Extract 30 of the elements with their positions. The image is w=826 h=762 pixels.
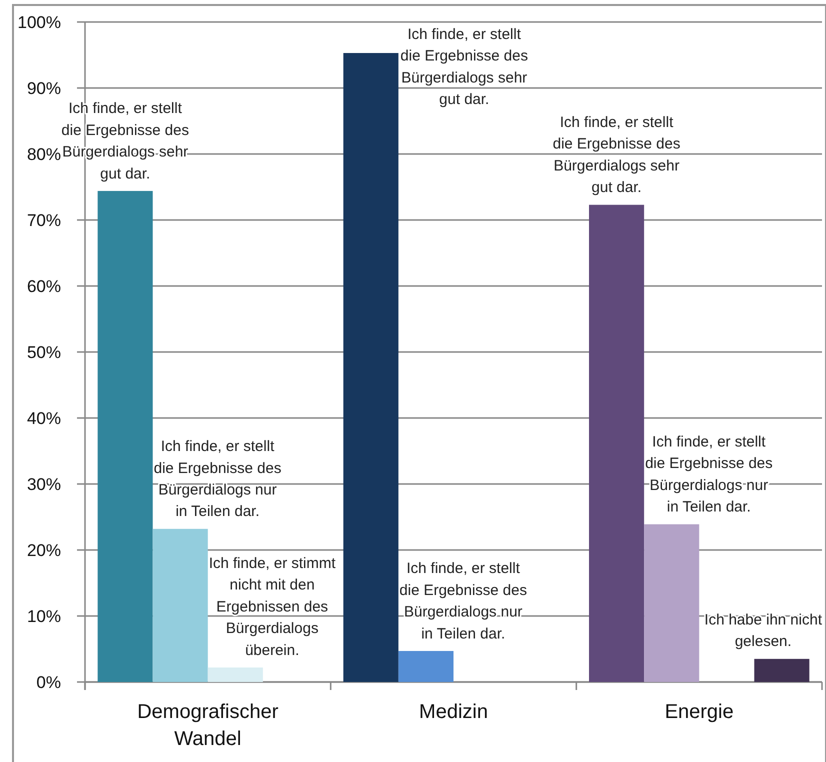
series-label: Ich habe ihn nicht gelesen. <box>704 612 823 650</box>
bar <box>754 658 810 682</box>
series-label: Ich finde, er stimmt nicht mit den Ergebnissen des Bürgerdialogs überein. <box>208 554 336 659</box>
bar <box>152 528 208 682</box>
y-tick-label: 0% <box>36 672 61 692</box>
y-tick-label: 70% <box>26 210 61 230</box>
bar <box>398 650 454 682</box>
y-tick-label: 10% <box>26 606 61 626</box>
text: Ich finde, er stellt die Ergebnisse des Bürgerdialogs sehr gut dar. <box>552 114 680 196</box>
text: Ich finde, er stellt die Ergebnisse des Bürgerdialogs nur in Teilen dar. <box>399 560 528 642</box>
x-tick-label: Energie <box>664 701 734 723</box>
bar <box>343 53 398 682</box>
x-tick-label: Demografischer Wandel <box>137 701 279 750</box>
text: Ich finde, er stellt die Ergebnisse des Bürgerdialogs nur in Teilen dar. <box>645 433 773 516</box>
y-tick-label: 40% <box>26 408 61 428</box>
y-tick-label: 100% <box>18 12 61 32</box>
y-tick-label: 20% <box>26 540 61 560</box>
series-label: Ich finde, er stellt die Ergebnisse des Bürgerdialogs sehr gut dar. <box>400 26 528 108</box>
y-tick-label: 30% <box>26 474 61 494</box>
y-tick-label: 80% <box>26 144 61 164</box>
y-tick-label: 50% <box>26 342 61 362</box>
series-label: Ich finde, er stellt die Ergebnisse des Bürgerdialogs nur in Teilen dar. <box>154 438 282 520</box>
y-tick-label: 90% <box>26 78 61 98</box>
bar <box>208 667 263 682</box>
text: Ich finde, er stellt die Ergebnisse des Bürgerdialogs sehr gut dar. <box>61 100 190 182</box>
x-tick-label: Medizin <box>419 701 488 723</box>
bar <box>644 524 700 682</box>
bar <box>98 190 153 682</box>
bar <box>589 204 644 682</box>
y-tick-label: 60% <box>26 276 61 296</box>
